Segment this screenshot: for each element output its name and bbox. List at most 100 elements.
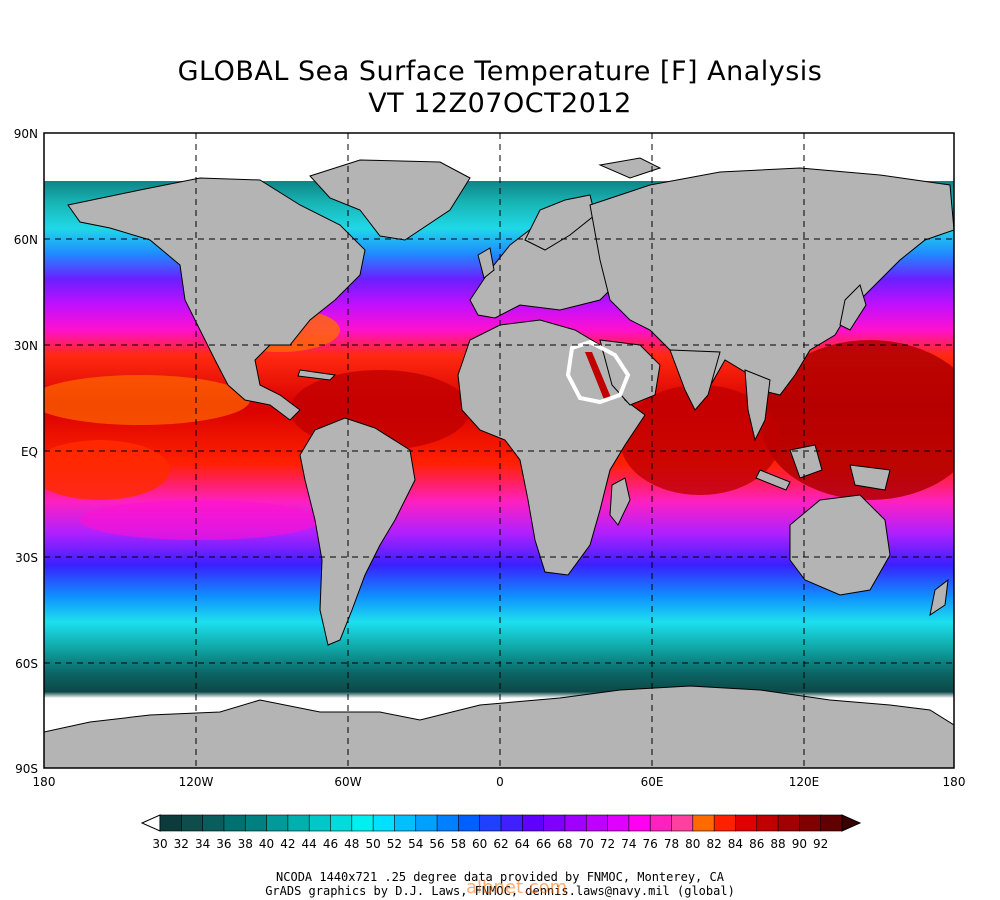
- colorbar-label: 50: [365, 837, 380, 851]
- colorbar-swatch: [585, 814, 609, 832]
- antarctica: [44, 685, 954, 768]
- colorbar-label: 42: [280, 837, 295, 851]
- colorbar-swatch: [777, 814, 800, 832]
- colorbar-label: 92: [813, 837, 828, 851]
- colorbar-swatch: [223, 814, 246, 832]
- colorbar-label: 66: [536, 837, 551, 851]
- lon-label: 180: [943, 775, 966, 789]
- map-valid-time: VT 12Z07OCT2012: [368, 88, 632, 119]
- colorbar-swatch: [244, 814, 268, 832]
- colorbar-label: 54: [408, 837, 423, 851]
- colorbar-label: 64: [515, 837, 530, 851]
- colorbar-label: 84: [728, 837, 743, 851]
- colorbar-swatch: [713, 814, 737, 832]
- colorbar-swatch: [799, 814, 822, 832]
- lat-label: 30S: [15, 551, 38, 565]
- colorbar-labels: 30 32 34 36 38 40 42 44 46 48 50 52 54 56 58 60 62 64 66 68…: [152, 837, 828, 851]
- southeast-pacific-magenta: [80, 500, 320, 540]
- colorbar-swatch: [479, 814, 502, 832]
- sumatra-java: [755, 469, 791, 491]
- colorbar-swatch: [287, 814, 310, 832]
- colorbar-label: 68: [557, 837, 572, 851]
- colorbar-label: 58: [451, 837, 466, 851]
- colorbar-label: 72: [600, 837, 615, 851]
- colorbar-label: 76: [643, 837, 658, 851]
- red-sea: [585, 352, 612, 402]
- colorbar-swatch: [564, 814, 587, 832]
- lat-label: 90S: [15, 762, 38, 776]
- lat-label: 60N: [14, 233, 38, 247]
- colorbar-label: 40: [259, 837, 274, 851]
- colorbar-label: 90: [792, 837, 807, 851]
- south-america: [299, 417, 416, 646]
- lat-label: 60S: [15, 657, 38, 671]
- colorbar-swatch: [735, 814, 758, 832]
- colorbar-swatch: [181, 814, 204, 832]
- lon-label: 180: [33, 775, 56, 789]
- cuba: [297, 369, 337, 381]
- colorbar-label: 70: [579, 837, 594, 851]
- colorbar: 30 32 34 36 38 40 42 44 46 48 50 52 54 56 58 60 62 64 66 68…: [140, 814, 862, 851]
- colorbar-low-arrow: [140, 814, 161, 832]
- colorbar-swatch: [522, 814, 545, 832]
- red-sea-highlight-outline: [565, 339, 631, 405]
- colorbar-swatch: [671, 814, 694, 832]
- indian-ocean-warm: [620, 385, 780, 495]
- colorbar-label: 34: [195, 837, 210, 851]
- colorbar-swatch: [351, 814, 374, 832]
- colorbar-label: 80: [685, 837, 700, 851]
- north-pacific-orange-band: [44, 375, 250, 425]
- colorbar-swatch: [308, 814, 332, 832]
- lon-label: 60W: [334, 775, 361, 789]
- colorbar-label: 30: [152, 837, 167, 851]
- colorbar-swatch: [649, 814, 673, 832]
- graphics-credit: GrADS graphics by D.J. Laws, FNMOC, denn…: [265, 884, 735, 898]
- colorbar-swatch: [820, 814, 843, 832]
- colorbar-swatches: [159, 814, 843, 832]
- colorbar-label: 46: [323, 837, 338, 851]
- colorbar-swatch: [628, 814, 651, 832]
- colorbar-high-arrow: [841, 814, 862, 832]
- colorbar-swatch: [202, 814, 225, 832]
- colorbar-swatch: [458, 814, 481, 832]
- graticule: [44, 133, 954, 768]
- lat-label: 90N: [14, 127, 38, 141]
- longitude-labels: 180 120W 60W 0 60E 120E 180: [33, 775, 966, 789]
- britain: [477, 247, 495, 279]
- colorbar-label: 60: [472, 837, 487, 851]
- lon-label: 120E: [789, 775, 820, 789]
- madagascar: [609, 477, 631, 526]
- colorbar-swatch: [607, 814, 630, 832]
- colorbar-label: 44: [302, 837, 317, 851]
- colorbar-swatch: [266, 814, 289, 832]
- colorbar-swatch: [394, 814, 417, 832]
- colorbar-label: 82: [706, 837, 721, 851]
- watermark: albnet.com: [466, 877, 568, 898]
- colorbar-swatch: [330, 814, 353, 832]
- colorbar-label: 38: [238, 837, 253, 851]
- lat-label: 30N: [14, 339, 38, 353]
- map-frame: [43, 132, 955, 769]
- australia: [789, 494, 891, 596]
- colorbar-label: 48: [344, 837, 359, 851]
- colorbar-swatch: [372, 814, 396, 832]
- colorbar-label: 62: [493, 837, 508, 851]
- colorbar-label: 78: [664, 837, 679, 851]
- borneo: [789, 444, 823, 479]
- colorbar-label: 74: [621, 837, 636, 851]
- southeast-asia: [744, 369, 771, 442]
- latitude-labels: 90N 60N 30N EQ 30S 60S 90S: [14, 127, 38, 776]
- colorbar-swatch: [159, 814, 182, 832]
- colorbar-swatch: [415, 814, 438, 832]
- asia: [589, 167, 954, 396]
- india: [669, 349, 721, 411]
- lat-label: EQ: [21, 445, 38, 459]
- colorbar-label: 36: [216, 837, 231, 851]
- lon-label: 120W: [179, 775, 214, 789]
- colorbar-label: 32: [174, 837, 189, 851]
- colorbar-swatch: [500, 814, 523, 832]
- lon-label: 0: [496, 775, 504, 789]
- colorbar-label: 88: [770, 837, 785, 851]
- colorbar-swatch: [436, 814, 459, 832]
